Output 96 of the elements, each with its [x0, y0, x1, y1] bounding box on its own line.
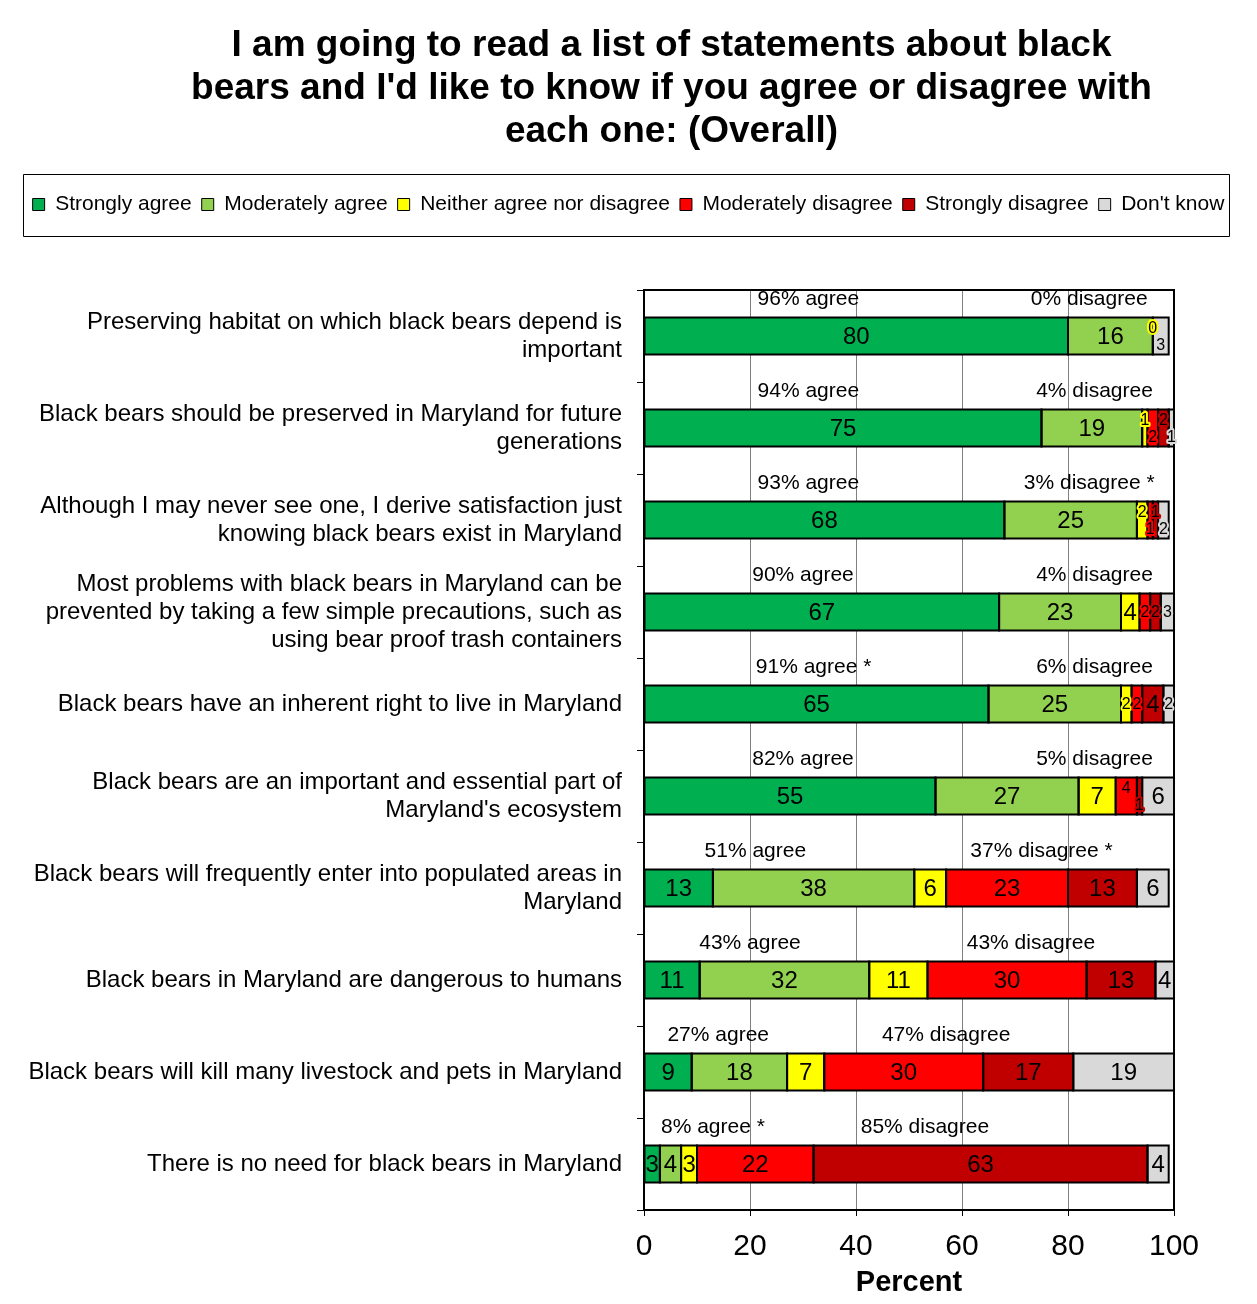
data-label: 16 [1097, 321, 1124, 349]
data-label: 7 [798, 1057, 813, 1085]
y-tick-label: Black bears are an important and essential part of Maryland's ecosystem [92, 766, 623, 822]
y-tick-label: Most problems with black bears in Maryland can be prevented by taking a few simple precautions, such as using bear proof trash containers [45, 568, 622, 652]
annotation: 37% disagree * [970, 838, 1113, 861]
data-label: 22 [741, 1149, 769, 1177]
annotation: 43% disagree [966, 930, 1096, 953]
data-label: 25 [1057, 505, 1084, 533]
data-label: 25 [1041, 689, 1069, 717]
data-label: 0 [1148, 318, 1158, 336]
annotation: 93% agree [757, 470, 860, 493]
data-label: 13 [1089, 873, 1116, 901]
legend-label: Moderately disagree [702, 191, 893, 215]
data-label: 6 [1151, 781, 1165, 809]
data-label: 17 [1014, 1057, 1042, 1085]
data-label: 2 [1121, 695, 1131, 713]
data-label: 6 [1146, 873, 1160, 901]
y-tick-label: Black bears in Maryland are dangerous to humans [85, 964, 622, 992]
data-label: 30 [890, 1057, 918, 1085]
y-tick-label: There is no need for black bears in Maryland [147, 1148, 622, 1176]
data-label: 2 [1151, 603, 1160, 621]
data-label: 2 [1132, 695, 1142, 713]
annotation: 6% disagree [1036, 654, 1153, 677]
annotation: 27% agree [667, 1022, 769, 1045]
data-label: 4 [663, 1149, 678, 1177]
data-label: 4 [1146, 689, 1160, 717]
data-label: 13 [665, 873, 693, 901]
data-label: 30 [993, 965, 1021, 993]
y-tick-label: Black bears will kill many livestock and pets in Maryland [28, 1056, 622, 1084]
annotation: 43% agree [699, 930, 801, 953]
legend-label: Don't know [1121, 191, 1226, 215]
data-label: 55 [776, 781, 804, 809]
data-label: 11 [885, 965, 911, 993]
data-label: 75 [829, 413, 857, 441]
legend-label: Strongly disagree [925, 191, 1089, 215]
data-label: 4 [1123, 597, 1137, 625]
annotation: 82% agree [752, 746, 854, 769]
data-label: 2 [1148, 428, 1158, 446]
x-axis-title: Percent [855, 1264, 963, 1297]
data-label: 3 [1162, 603, 1172, 621]
annotation: 96% agree [757, 286, 860, 309]
data-label: 11 [659, 965, 685, 993]
y-tick-label: Black bears have an inherent right to live in Maryland [57, 688, 622, 716]
x-tick-label: 0 [635, 1228, 653, 1262]
data-label: 13 [1107, 965, 1135, 993]
data-label: 38 [800, 873, 827, 901]
chart-title: I am going to read a list of statements about black bears and I'd like to know if you agree or disagree with each one: (Overall) [190, 22, 1153, 152]
data-label: 80 [842, 321, 870, 349]
data-label: 4 [1121, 778, 1131, 796]
annotation: 94% agree [757, 378, 860, 401]
data-label: 68 [811, 505, 838, 533]
y-tick-label: Black bears will frequently enter into populated areas in Maryland [33, 858, 622, 914]
legend-label: Strongly agree [55, 191, 192, 215]
annotation: 85% disagree [860, 1114, 990, 1137]
data-label: 63 [967, 1149, 994, 1177]
annotation: 91% agree * [755, 654, 872, 677]
data-label: 7 [1090, 781, 1104, 809]
y-tick-label: Black bears should be preserved in Maryland for future generations [39, 398, 622, 454]
x-tick-label: 20 [733, 1228, 767, 1262]
data-label: 65 [803, 689, 830, 717]
data-label: 67 [808, 597, 836, 625]
annotation: 4% disagree [1036, 378, 1153, 401]
x-tick-label: 60 [945, 1228, 979, 1262]
annotation: 4% disagree [1036, 562, 1153, 585]
data-label: 18 [726, 1057, 753, 1085]
data-label: 32 [771, 965, 798, 993]
data-label: 19 [1078, 413, 1106, 441]
data-label: 23 [1046, 597, 1074, 625]
data-label: 9 [661, 1057, 675, 1085]
data-label: 2 [1140, 603, 1150, 621]
annotation: 8% agree * [660, 1114, 765, 1137]
annotation: 47% disagree [881, 1022, 1011, 1045]
annotation: 51% agree [704, 838, 807, 861]
x-tick-label: 80 [1051, 1228, 1085, 1262]
y-tick-label: Although I may never see one, I derive satisfaction just knowing black bears exist in Maryland [40, 490, 623, 546]
data-label: 6 [923, 873, 937, 901]
x-tick-label: 40 [839, 1228, 873, 1262]
data-label: 27 [993, 781, 1021, 809]
annotation: 3% disagree * [1023, 470, 1155, 493]
legend-label: Neither agree nor disagree [420, 191, 670, 215]
data-label: 2 [1158, 520, 1168, 538]
data-label: 4 [1151, 1149, 1165, 1177]
annotation: 5% disagree [1036, 746, 1153, 769]
data-label: 3 [682, 1149, 696, 1177]
data-label: 2 [1164, 695, 1174, 713]
y-tick-label: Preserving habitat on which black bears depend is important [87, 306, 623, 362]
legend-label: Moderately agree [224, 191, 388, 215]
data-label: 3 [645, 1149, 659, 1177]
annotation: 0% disagree [1030, 286, 1148, 309]
data-label: 19 [1110, 1057, 1137, 1085]
x-tick-label: 100 [1148, 1228, 1200, 1262]
data-label: 2 [1137, 502, 1147, 520]
data-label: 23 [993, 873, 1021, 901]
annotation: 90% agree [752, 562, 854, 585]
data-label: 4 [1158, 965, 1172, 993]
data-label: 3 [1156, 336, 1166, 354]
